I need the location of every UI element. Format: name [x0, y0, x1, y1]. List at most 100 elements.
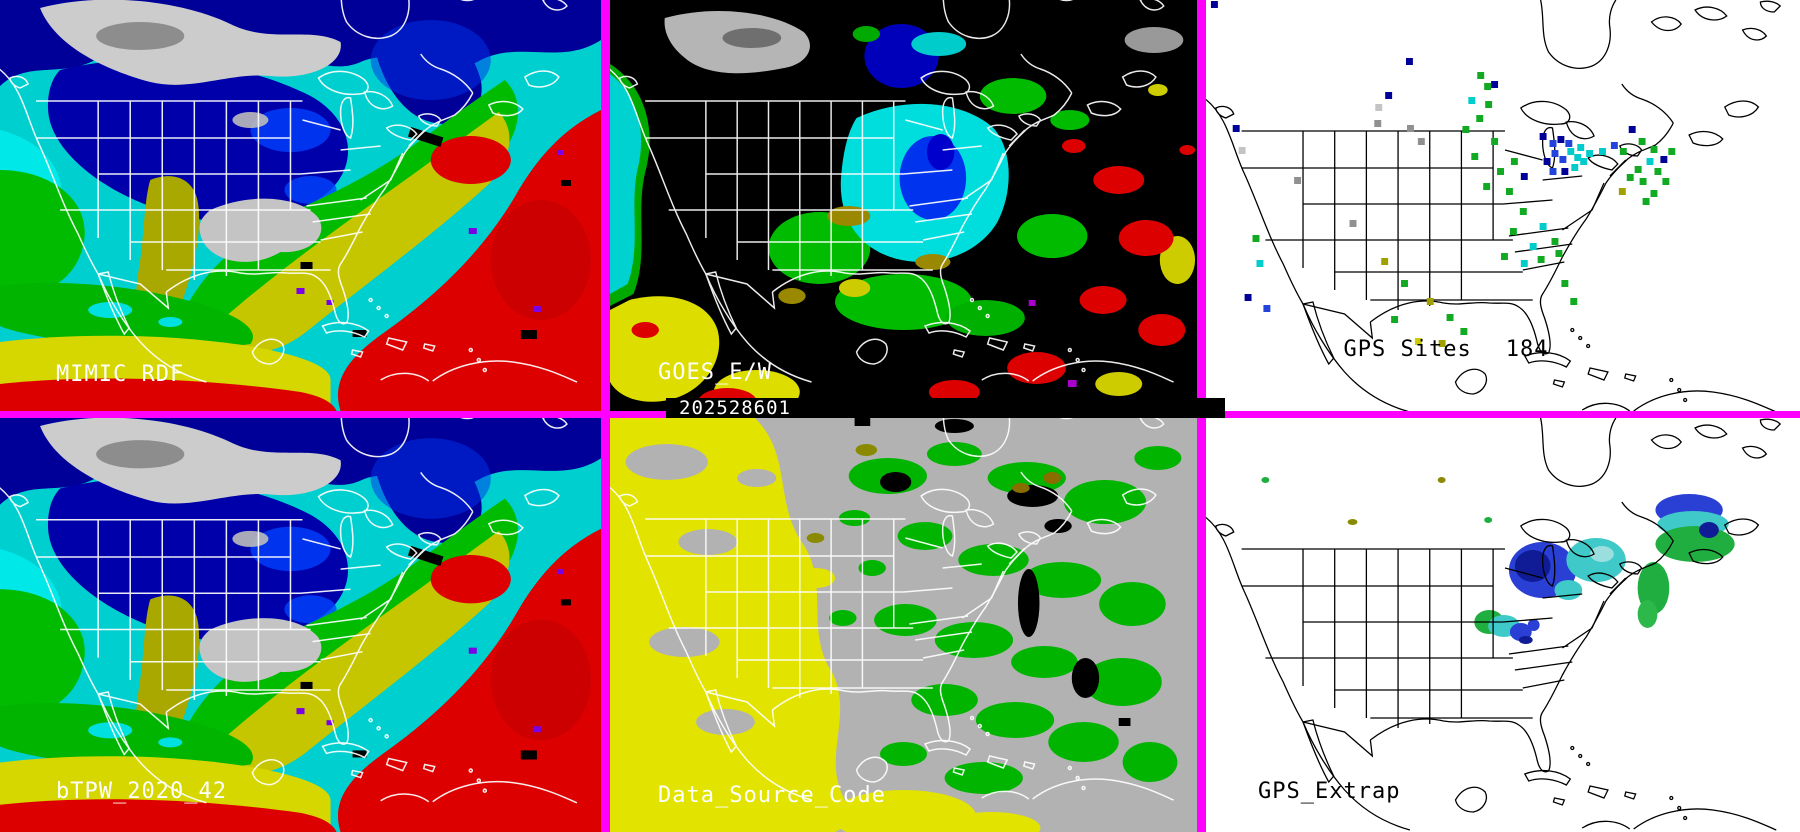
panel-label-gps-sites: GPS Sites: [1343, 337, 1472, 362]
gps-site-dot: [1374, 120, 1382, 127]
gps-site-dot: [1484, 83, 1492, 90]
panel-goes-ew: GOES_E/W: [610, 0, 1197, 411]
btpw-map-image: [0, 418, 601, 832]
gps-extrap-blob: [1527, 619, 1540, 631]
gps-extrap-blob: [1261, 477, 1270, 483]
gps-site-dot: [1446, 314, 1454, 321]
gps-site-dot: [1660, 156, 1668, 163]
gps-extrap-blob: [1590, 546, 1614, 562]
gps-site-dot: [1462, 126, 1470, 133]
gps-site-dot: [1639, 178, 1647, 185]
gps-site-dot: [1561, 168, 1569, 175]
gps-site-dot: [1537, 256, 1545, 263]
gps-site-dot: [1529, 243, 1537, 250]
gps-site-dot: [1599, 148, 1606, 155]
timestamp-bar: 202528601: [666, 398, 1225, 418]
gps-site-dot: [1619, 148, 1627, 155]
panel-label-btpw: bTPW_2020_42: [56, 779, 227, 804]
timestamp-text: 202528601: [679, 397, 791, 419]
gps-site-dot: [1501, 253, 1508, 260]
gps-site-dot: [1555, 250, 1563, 257]
gps-extrap-blob: [1514, 550, 1551, 582]
goes-ew-map-image: [610, 0, 1197, 411]
gps-site-dot: [1238, 147, 1246, 154]
gps-site-dot: [1668, 148, 1676, 155]
gps-site-dot: [1567, 148, 1575, 155]
gps-site-dot: [1580, 158, 1588, 165]
gps-site-dot: [1628, 126, 1636, 133]
panel-mimic-rdf: MIMIC RDF: [0, 0, 601, 411]
gps-site-dot: [1642, 198, 1650, 205]
gps-site-dot: [1571, 164, 1579, 171]
gps-site-dot: [1438, 340, 1446, 347]
gps-site-dot: [1586, 150, 1594, 157]
gps-site-dot: [1210, 1, 1218, 8]
gps-site-dot: [1565, 140, 1573, 147]
gps-site-dot: [1491, 81, 1499, 88]
gps-site-dot: [1634, 166, 1642, 173]
gps-site-dot: [1574, 154, 1582, 161]
gps-site-dot: [1491, 138, 1499, 145]
gps-site-dot: [1405, 58, 1413, 65]
gps-site-dot: [1646, 158, 1654, 165]
gps-site-dot: [1244, 294, 1252, 301]
gps-site-dot: [1510, 158, 1518, 165]
panel-label-goes-ew: GOES_E/W: [658, 360, 772, 385]
data-source-code-map-image: [610, 418, 1197, 832]
gps-site-dot: [1610, 142, 1618, 149]
gps-site-dot: [1618, 188, 1626, 195]
gps-site-dot: [1509, 228, 1517, 235]
gps-extrap-blobs-layer: [1261, 477, 1735, 644]
gps-site-dot: [1561, 280, 1569, 287]
gps-sites-map-image: [1206, 0, 1781, 411]
gps-site-dot: [1256, 260, 1264, 267]
gps-site-dot: [1570, 298, 1578, 305]
gps-site-dot: [1539, 223, 1547, 230]
gps-site-dot: [1654, 168, 1662, 175]
gps-site-dot: [1485, 101, 1493, 108]
gps-sites-count: 184: [1505, 337, 1549, 362]
gps-extrap-blob: [1518, 636, 1533, 644]
gps-sites-caption: GPS Sites 184: [1258, 312, 1548, 387]
gps-site-dot: [1549, 140, 1557, 147]
gps-extrap-map-image: [1206, 418, 1781, 831]
gps-site-dot: [1477, 72, 1485, 79]
gps-site-dot: [1505, 188, 1513, 195]
gps-site-dot: [1519, 208, 1527, 215]
panel-data-source-code: Data_Source_Code: [610, 418, 1197, 832]
gps-site-dot: [1551, 150, 1559, 157]
gps-site-dot: [1650, 190, 1658, 197]
gps-site-dot: [1468, 97, 1476, 104]
gps-site-dot: [1559, 156, 1567, 163]
panel-btpw: bTPW_2020_42: [0, 418, 601, 832]
gps-site-dot: [1263, 305, 1271, 312]
gps-site-dot: [1232, 125, 1240, 132]
gps-site-dot: [1294, 177, 1302, 184]
gps-site-dot: [1252, 235, 1260, 242]
gps-site-dot: [1638, 138, 1646, 145]
gps-site-dot: [1497, 168, 1504, 175]
gps-extrap-blob: [1437, 477, 1446, 483]
gps-site-dot: [1375, 104, 1383, 111]
gps-site-dot: [1460, 328, 1468, 335]
gps-site-dot: [1543, 158, 1551, 165]
gps-site-dot: [1557, 136, 1565, 143]
gps-extrap-blob: [1347, 519, 1358, 525]
gps-site-dot: [1626, 174, 1634, 181]
gps-site-dot: [1650, 146, 1658, 153]
gps-site-dot: [1483, 183, 1491, 190]
gps-site-dot: [1417, 138, 1425, 145]
gps-site-dot: [1401, 280, 1408, 287]
gps-site-dot: [1426, 298, 1434, 305]
panel-label-mimic-rdf: MIMIC RDF: [56, 362, 185, 387]
gps-site-dot: [1406, 125, 1414, 132]
gps-site-dot: [1551, 238, 1559, 245]
mimic-rdf-map-image: [0, 0, 601, 411]
gps-extrap-blob: [1484, 517, 1493, 523]
panel-label-gps-extrap: GPS_Extrap: [1258, 779, 1401, 804]
gps-site-dot: [1381, 258, 1389, 265]
gps-site-dot: [1577, 144, 1585, 151]
panel-label-data-source-code: Data_Source_Code: [658, 783, 886, 808]
gps-site-dots-layer: [1210, 1, 1676, 347]
